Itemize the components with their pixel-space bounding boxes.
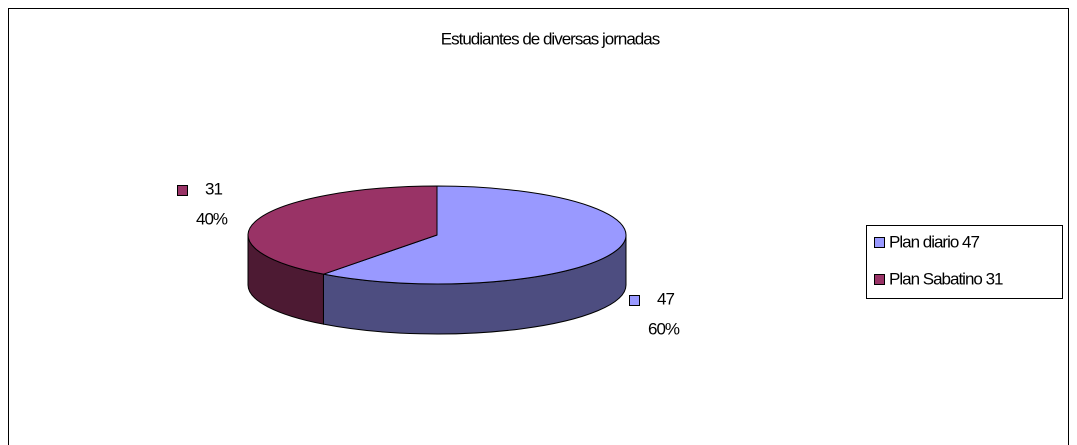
pie-slice: [321, 185, 627, 285]
percent-label: 60%: [648, 319, 680, 338]
chart-title: Estudiantes de diversas jornadas: [441, 29, 660, 48]
pie-slice: [247, 185, 438, 275]
legend-box: [866, 225, 1063, 299]
legend-label: Plan diario 47: [889, 232, 980, 251]
legend-label: Plan Sabatino 31: [889, 269, 1003, 288]
percent-label: 40%: [196, 209, 228, 228]
label-key: [177, 185, 188, 196]
legend-key: [874, 237, 885, 248]
data-label: 31: [205, 179, 222, 198]
label-key: [629, 295, 640, 306]
data-label: 47: [657, 289, 674, 308]
legend-key: [874, 274, 885, 285]
